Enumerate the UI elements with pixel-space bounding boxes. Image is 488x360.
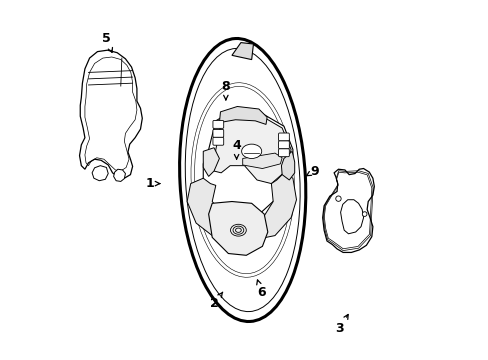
Text: 3: 3 [335,315,347,335]
Ellipse shape [241,144,261,158]
Polygon shape [92,166,108,181]
Text: 1: 1 [145,177,160,190]
Polygon shape [246,173,296,239]
FancyBboxPatch shape [278,141,289,149]
Text: 6: 6 [256,280,265,300]
FancyBboxPatch shape [212,130,223,137]
Ellipse shape [362,212,366,216]
Polygon shape [203,110,292,226]
Polygon shape [231,42,253,60]
Polygon shape [214,112,290,184]
Polygon shape [203,148,219,176]
FancyBboxPatch shape [212,137,223,145]
Text: 4: 4 [232,139,241,159]
Ellipse shape [335,196,341,201]
Polygon shape [208,202,267,255]
Text: 2: 2 [209,292,222,310]
Polygon shape [219,107,266,125]
FancyBboxPatch shape [278,133,289,141]
Polygon shape [340,200,363,234]
FancyBboxPatch shape [212,121,223,129]
Ellipse shape [179,39,305,321]
Polygon shape [242,153,282,168]
Text: 5: 5 [102,32,112,53]
Text: 9: 9 [306,165,318,177]
Polygon shape [281,151,294,180]
FancyBboxPatch shape [278,149,289,157]
Polygon shape [80,50,142,178]
Text: 8: 8 [221,80,230,100]
Polygon shape [187,178,237,239]
Polygon shape [322,168,373,252]
Polygon shape [113,169,125,181]
